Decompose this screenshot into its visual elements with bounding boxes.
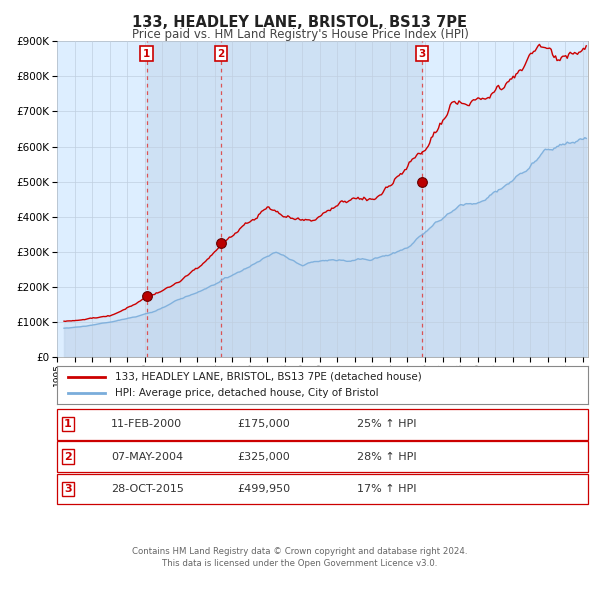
Text: This data is licensed under the Open Government Licence v3.0.: This data is licensed under the Open Gov… xyxy=(163,559,437,568)
Text: 133, HEADLEY LANE, BRISTOL, BS13 7PE: 133, HEADLEY LANE, BRISTOL, BS13 7PE xyxy=(133,15,467,30)
Text: 07-MAY-2004: 07-MAY-2004 xyxy=(111,452,183,461)
Text: £175,000: £175,000 xyxy=(237,419,290,429)
Text: 11-FEB-2000: 11-FEB-2000 xyxy=(111,419,182,429)
Text: 28-OCT-2015: 28-OCT-2015 xyxy=(111,484,184,494)
Text: Contains HM Land Registry data © Crown copyright and database right 2024.: Contains HM Land Registry data © Crown c… xyxy=(132,547,468,556)
Text: 25% ↑ HPI: 25% ↑ HPI xyxy=(357,419,416,429)
Text: 2: 2 xyxy=(64,452,71,461)
Text: 2: 2 xyxy=(217,48,224,58)
Text: 17% ↑ HPI: 17% ↑ HPI xyxy=(357,484,416,494)
Text: £325,000: £325,000 xyxy=(237,452,290,461)
Text: 1: 1 xyxy=(64,419,71,429)
Bar xyxy=(147,41,422,357)
Text: Price paid vs. HM Land Registry's House Price Index (HPI): Price paid vs. HM Land Registry's House … xyxy=(131,28,469,41)
Text: 1: 1 xyxy=(143,48,151,58)
Text: 133, HEADLEY LANE, BRISTOL, BS13 7PE (detached house): 133, HEADLEY LANE, BRISTOL, BS13 7PE (de… xyxy=(115,372,422,382)
Text: HPI: Average price, detached house, City of Bristol: HPI: Average price, detached house, City… xyxy=(115,388,379,398)
Text: 28% ↑ HPI: 28% ↑ HPI xyxy=(357,452,416,461)
Text: 3: 3 xyxy=(418,48,425,58)
Text: 3: 3 xyxy=(64,484,71,494)
Text: £499,950: £499,950 xyxy=(237,484,290,494)
